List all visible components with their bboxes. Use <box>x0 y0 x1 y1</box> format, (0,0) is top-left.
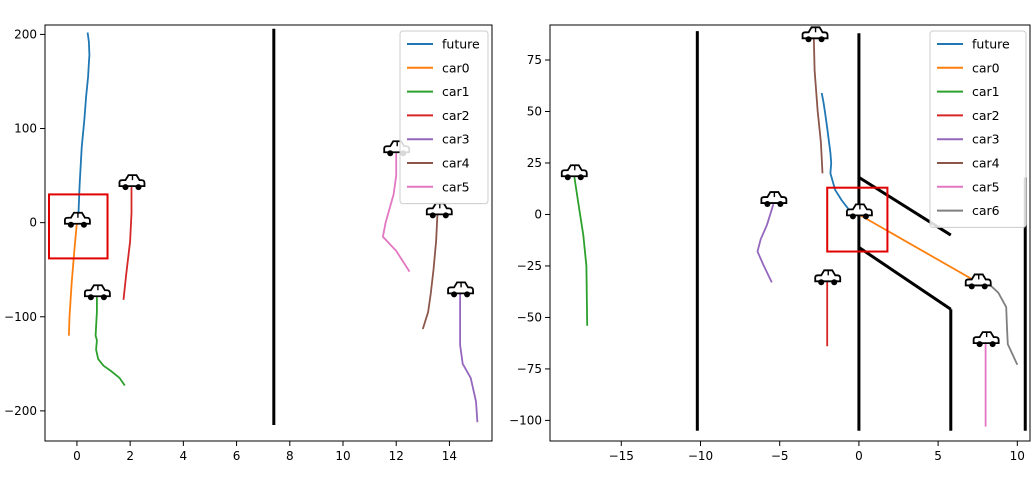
x-tick-label: 4 <box>180 449 188 463</box>
legend-label: car3 <box>442 132 470 147</box>
x-tick-label: 10 <box>1010 449 1025 463</box>
legend-label: car2 <box>442 108 470 123</box>
x-tick-label: 6 <box>233 449 241 463</box>
x-tick-label: 0 <box>73 449 81 463</box>
series-line-car0 <box>68 222 78 336</box>
car-icon <box>964 273 992 290</box>
car-icon <box>972 331 1000 348</box>
legend-label: car5 <box>442 179 470 194</box>
series-line-car0 <box>858 213 979 284</box>
legend-label: car0 <box>442 60 470 75</box>
series-line-future <box>77 32 91 218</box>
series-line-car1 <box>94 293 126 387</box>
legend: future car0 car1 car2 car3 car4 car5 <box>399 30 489 205</box>
legend: future car0 car1 car2 car3 car4 car5 car6 <box>929 30 1027 228</box>
series-line-car4 <box>812 37 824 174</box>
highlight-box <box>826 186 889 253</box>
legend-label: car1 <box>442 84 470 99</box>
car-icon <box>846 203 873 220</box>
y-tick-label: 100 <box>14 122 37 136</box>
x-tick-label: 10 <box>335 449 350 463</box>
car-icon <box>814 269 842 286</box>
legend-label: car3 <box>972 132 1000 147</box>
y-tick-label: 0 <box>29 216 37 230</box>
panel-2: −15 −10 −5 0 5 10−100−75−50−250255075futureca… <box>509 24 1031 463</box>
legend-label: future <box>442 37 480 52</box>
wall-line <box>858 246 952 311</box>
legend-box <box>929 30 1027 228</box>
legend-label: car0 <box>972 60 1000 75</box>
y-tick-label: 0 <box>534 207 542 221</box>
series-line-car1 <box>572 173 589 326</box>
x-tick-label: 12 <box>389 449 404 463</box>
legend-label: car5 <box>972 179 1000 194</box>
series-line-car6 <box>986 281 1019 366</box>
series-line-future <box>820 92 851 211</box>
legend-box <box>399 30 489 205</box>
y-tick-label: −100 <box>509 413 542 427</box>
highlight-box <box>47 193 109 260</box>
car-icon <box>64 211 91 228</box>
series-line-car5 <box>381 152 411 273</box>
x-tick-label: −5 <box>771 449 789 463</box>
legend-label: car2 <box>972 108 1000 123</box>
series-line-car4 <box>421 213 439 330</box>
x-tick-label: 8 <box>286 449 294 463</box>
series-line-car3 <box>756 203 775 283</box>
x-tick-label: −10 <box>688 449 713 463</box>
legend-label: car4 <box>972 156 1000 171</box>
axes-frame <box>549 24 1031 442</box>
y-tick-label: 75 <box>527 53 542 67</box>
panel-1: 0 2 4 6 8 10 12 14 −200 −100 0 100 200 future car0 car1… <box>4 24 493 463</box>
car-icon <box>760 191 788 208</box>
legend-label: car4 <box>442 156 470 171</box>
y-tick-label: −200 <box>4 404 37 418</box>
car-icon <box>425 202 453 219</box>
y-tick-label: 50 <box>527 104 542 118</box>
legend-label: car1 <box>972 84 1000 99</box>
car-icon <box>801 26 829 43</box>
y-tick-label: −25 <box>517 259 542 273</box>
y-tick-label: 25 <box>527 156 542 170</box>
x-tick-label: 0 <box>855 449 863 463</box>
legend-label: car6 <box>972 203 1000 218</box>
car-icon <box>560 164 588 181</box>
y-tick-label: −50 <box>517 310 542 324</box>
x-tick-label: −15 <box>609 449 634 463</box>
car-icon <box>447 281 474 298</box>
series-line-car2 <box>122 185 133 300</box>
axes-frame <box>44 24 493 442</box>
y-tick-label: −75 <box>517 362 542 376</box>
car-icon <box>118 174 146 191</box>
y-tick-label: −100 <box>4 310 37 324</box>
legend-label: future <box>972 37 1010 52</box>
series-line-car3 <box>459 291 479 423</box>
car-icon <box>83 284 111 301</box>
x-tick-label: 2 <box>126 449 134 463</box>
x-tick-label: 5 <box>934 449 942 463</box>
x-tick-label: 14 <box>442 449 457 463</box>
y-tick-label: 200 <box>14 27 37 41</box>
